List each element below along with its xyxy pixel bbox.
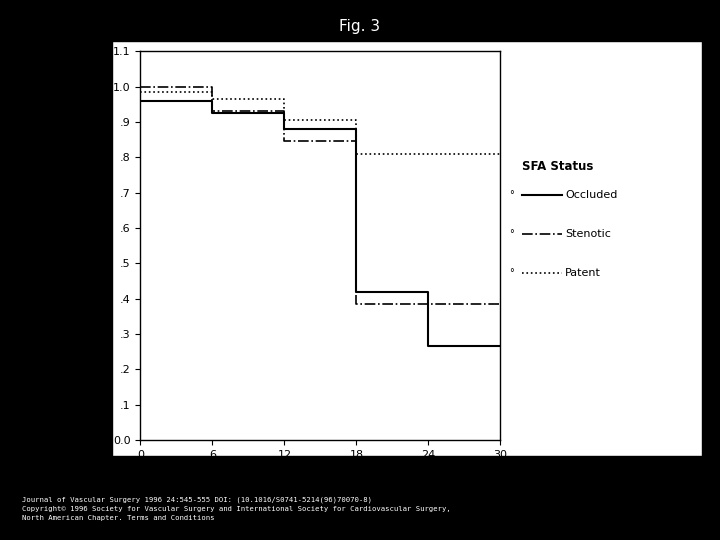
Text: Journal of Vascular Surgery 1996 24:545-555 DOI: (10.1016/S0741-5214(96)70070-8): Journal of Vascular Surgery 1996 24:545-… [22, 497, 372, 503]
Text: °: ° [509, 229, 514, 239]
Text: °: ° [509, 190, 514, 200]
Text: North American Chapter. Terms and Conditions: North American Chapter. Terms and Condit… [22, 515, 214, 521]
Text: Stenotic: Stenotic [565, 229, 611, 239]
Text: °: ° [509, 268, 514, 278]
Y-axis label: Cumulative Percent: Cumulative Percent [91, 185, 104, 307]
Text: Occluded: Occluded [565, 190, 618, 200]
Text: Copyright© 1996 Society for Vascular Surgery and International Society for Cardi: Copyright© 1996 Society for Vascular Sur… [22, 506, 450, 512]
X-axis label: Months: Months [289, 468, 352, 483]
Text: Fig. 3: Fig. 3 [339, 19, 381, 34]
Text: SFA Status: SFA Status [522, 160, 593, 173]
Text: Patent: Patent [565, 268, 601, 278]
